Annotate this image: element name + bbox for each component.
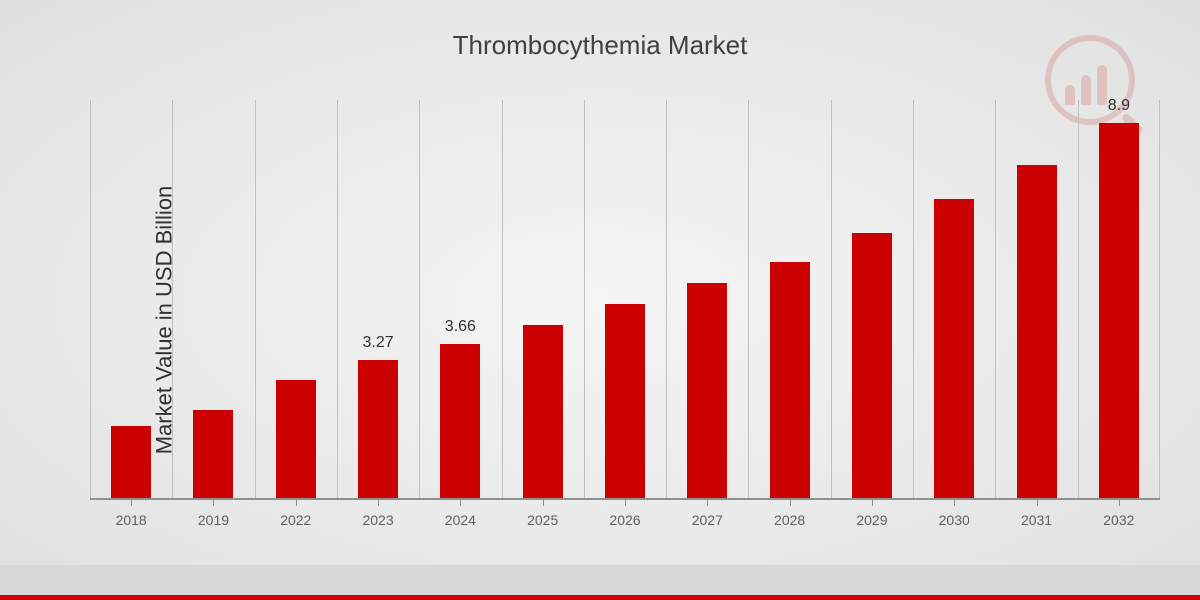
x-axis-label: 2028 bbox=[774, 512, 805, 528]
bar bbox=[934, 199, 974, 498]
grid-line bbox=[337, 100, 338, 498]
bar bbox=[358, 360, 398, 498]
bar bbox=[1099, 123, 1139, 498]
bar bbox=[276, 380, 316, 498]
x-axis-label: 2029 bbox=[856, 512, 887, 528]
x-axis-label: 2022 bbox=[280, 512, 311, 528]
grid-line bbox=[255, 100, 256, 498]
x-axis-label: 2023 bbox=[362, 512, 393, 528]
x-axis-label: 2027 bbox=[692, 512, 723, 528]
x-tick bbox=[954, 498, 955, 506]
chart-container: Market Value in USD Billion 201820192022… bbox=[70, 100, 1170, 540]
plot-area: 2018201920223.2720233.662024202520262027… bbox=[90, 100, 1160, 500]
bar bbox=[852, 233, 892, 498]
x-tick bbox=[378, 498, 379, 506]
grid-line bbox=[584, 100, 585, 498]
grid-line bbox=[748, 100, 749, 498]
bottom-red-border bbox=[0, 595, 1200, 600]
bar-value-label: 8.9 bbox=[1108, 97, 1130, 115]
grid-line bbox=[502, 100, 503, 498]
bar bbox=[605, 304, 645, 498]
grid-line bbox=[831, 100, 832, 498]
x-tick bbox=[213, 498, 214, 506]
grid-line bbox=[995, 100, 996, 498]
x-tick bbox=[296, 498, 297, 506]
x-tick bbox=[1119, 498, 1120, 506]
x-tick bbox=[790, 498, 791, 506]
grid-line bbox=[913, 100, 914, 498]
x-tick bbox=[872, 498, 873, 506]
bar bbox=[770, 262, 810, 498]
x-tick bbox=[1037, 498, 1038, 506]
x-axis-label: 2032 bbox=[1103, 512, 1134, 528]
bar-value-label: 3.66 bbox=[445, 318, 476, 336]
bar bbox=[193, 410, 233, 498]
grid-line bbox=[1159, 100, 1160, 498]
bar bbox=[1017, 165, 1057, 498]
bar bbox=[440, 344, 480, 498]
x-axis-label: 2018 bbox=[116, 512, 147, 528]
x-axis-label: 2025 bbox=[527, 512, 558, 528]
bottom-gray-strip bbox=[0, 565, 1200, 595]
x-tick bbox=[543, 498, 544, 506]
grid-line bbox=[1078, 100, 1079, 498]
bar bbox=[111, 426, 151, 498]
x-tick bbox=[707, 498, 708, 506]
x-axis-label: 2019 bbox=[198, 512, 229, 528]
x-tick bbox=[460, 498, 461, 506]
x-tick bbox=[625, 498, 626, 506]
x-axis-label: 2026 bbox=[609, 512, 640, 528]
grid-line bbox=[666, 100, 667, 498]
x-axis-label: 2031 bbox=[1021, 512, 1052, 528]
x-axis-label: 2024 bbox=[445, 512, 476, 528]
x-tick bbox=[131, 498, 132, 506]
grid-line bbox=[172, 100, 173, 498]
bar-value-label: 3.27 bbox=[362, 334, 393, 352]
bar bbox=[687, 283, 727, 498]
grid-line bbox=[90, 100, 91, 498]
x-axis-label: 2030 bbox=[939, 512, 970, 528]
grid-line bbox=[419, 100, 420, 498]
bar bbox=[523, 325, 563, 498]
chart-title: Thrombocythemia Market bbox=[0, 0, 1200, 61]
